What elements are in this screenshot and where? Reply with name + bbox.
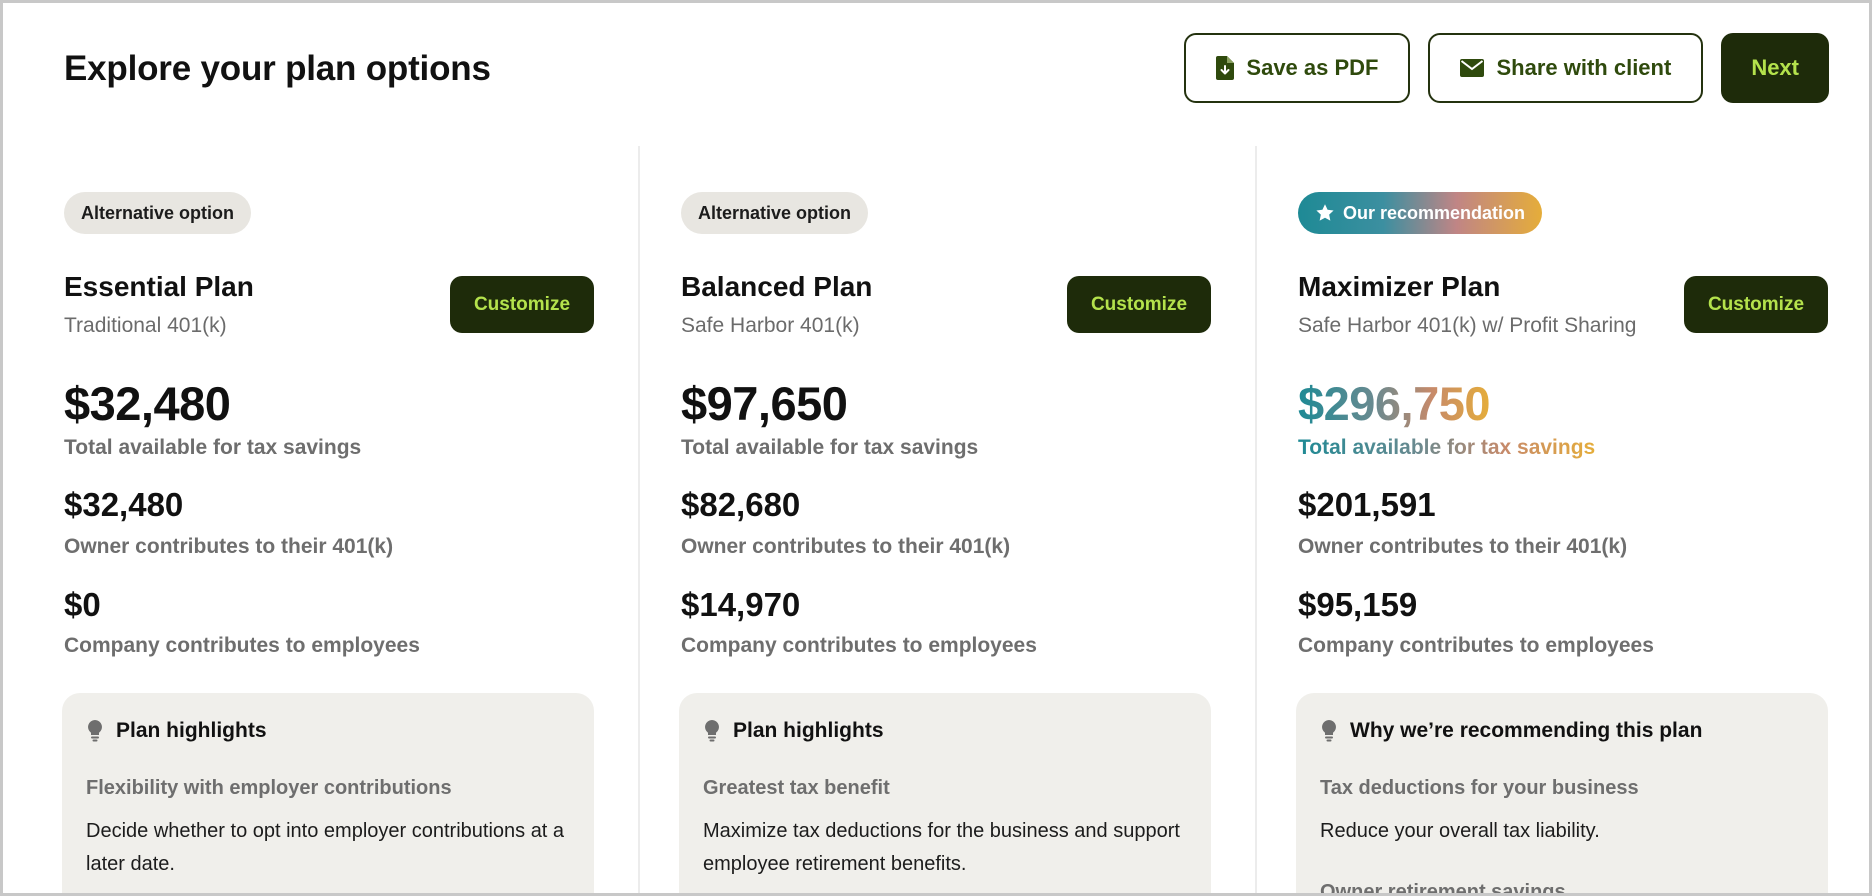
owner-amount: $82,680 — [681, 486, 801, 523]
header-actions: Save as PDF Share with client Next — [1184, 33, 1829, 103]
save-as-pdf-label: Save as PDF — [1246, 55, 1379, 80]
share-with-client-label: Share with client — [1496, 55, 1672, 80]
file-download-icon — [1216, 56, 1235, 80]
plans-grid: Alternative option Essential Plan Tradit… — [3, 146, 1869, 893]
recommendation-badge: Our recommendation — [1298, 192, 1543, 234]
next-button[interactable]: Next — [1721, 33, 1829, 103]
plan-card-maximizer: Our recommendation Maximizer Plan Safe H… — [1296, 146, 1828, 893]
lightbulb-icon — [88, 720, 102, 742]
highlight-description: Maximize tax deductions for the business… — [703, 820, 1180, 875]
highlights-title: Plan highlights — [733, 719, 884, 742]
highlight-subtitle-secondary: Owner retirement savings — [1320, 881, 1566, 893]
company-amount: $14,970 — [681, 586, 801, 623]
highlight-subtitle: Tax deductions for your business — [1320, 777, 1639, 799]
plan-highlights-panel: Plan highlights Greatest tax benefit Max… — [679, 693, 1211, 893]
lightbulb-icon — [1322, 720, 1336, 742]
column-divider — [638, 146, 640, 893]
plan-badge: Alternative option — [64, 192, 252, 234]
owner-label: Owner contributes to their 401(k) — [64, 535, 394, 558]
owner-label: Owner contributes to their 401(k) — [1298, 535, 1628, 558]
total-amount: $97,650 — [681, 377, 848, 430]
owner-label: Owner contributes to their 401(k) — [681, 535, 1011, 558]
plan-card-essential: Alternative option Essential Plan Tradit… — [62, 146, 594, 893]
highlights-title: Plan highlights — [116, 719, 267, 742]
plan-highlights-panel: Plan highlights Flexibility with employe… — [62, 693, 594, 893]
total-label: Total available for tax savings — [1298, 436, 1596, 459]
company-amount: $95,159 — [1298, 586, 1418, 623]
plan-type: Safe Harbor 401(k) w/ Profit Sharing — [1298, 314, 1637, 337]
total-amount: $296,750 — [1298, 377, 1491, 430]
recommendation-reasons-panel: Why we’re recommending this plan Tax ded… — [1296, 693, 1828, 893]
total-label: Total available for tax savings — [64, 436, 362, 459]
plan-type: Traditional 401(k) — [64, 314, 227, 337]
star-icon — [1316, 204, 1334, 221]
plan-name: Balanced Plan — [681, 271, 873, 302]
company-label: Company contributes to employees — [1298, 634, 1654, 657]
owner-amount: $201,591 — [1298, 486, 1436, 523]
page-title: Explore your plan options — [64, 49, 491, 88]
share-with-client-button[interactable]: Share with client — [1428, 33, 1704, 103]
total-amount: $32,480 — [64, 377, 231, 430]
plan-card-balanced: Alternative option Balanced Plan Safe Ha… — [679, 146, 1211, 893]
highlights-header: Plan highlights — [88, 719, 267, 743]
column-divider — [1255, 146, 1257, 893]
highlights-header: Why we’re recommending this plan — [1322, 719, 1702, 743]
plan-name: Maximizer Plan — [1298, 271, 1501, 302]
highlight-description: Reduce your overall tax liability. — [1320, 820, 1600, 842]
company-amount: $0 — [64, 586, 101, 623]
plan-badge: Alternative option — [681, 192, 869, 234]
highlight-subtitle: Flexibility with employer contributions — [86, 777, 452, 799]
envelope-icon — [1460, 59, 1485, 77]
highlights-title: Why we’re recommending this plan — [1350, 719, 1703, 742]
highlight-description: Decide whether to opt into employer cont… — [86, 820, 565, 875]
customize-button[interactable]: Customize — [1684, 276, 1828, 333]
company-label: Company contributes to employees — [64, 634, 420, 657]
plan-options-page: Explore your plan options Save as PDF Sh… — [3, 3, 1869, 893]
plan-name: Essential Plan — [64, 271, 254, 302]
page-header: Explore your plan options Save as PDF Sh… — [3, 3, 1869, 138]
customize-button[interactable]: Customize — [1067, 276, 1211, 333]
highlights-header: Plan highlights — [705, 719, 884, 743]
company-label: Company contributes to employees — [681, 634, 1037, 657]
lightbulb-icon — [705, 720, 719, 742]
customize-button[interactable]: Customize — [450, 276, 594, 333]
total-label: Total available for tax savings — [681, 436, 979, 459]
recommendation-badge-label: Our recommendation — [1343, 202, 1526, 223]
highlight-subtitle: Greatest tax benefit — [703, 777, 890, 799]
save-as-pdf-button[interactable]: Save as PDF — [1184, 33, 1411, 103]
owner-amount: $32,480 — [64, 486, 184, 523]
plan-type: Safe Harbor 401(k) — [681, 314, 860, 337]
